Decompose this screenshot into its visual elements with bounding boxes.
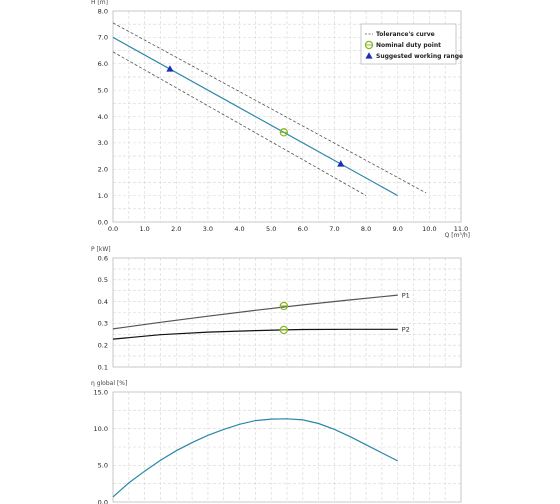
legend-box	[360, 23, 457, 65]
y-tick-label: 5.0	[98, 462, 108, 470]
y-tick-label: 4.0	[98, 113, 108, 121]
series-line-line	[112, 36, 398, 197]
x-tick-label: 2.0	[171, 225, 181, 233]
y-tick-label: 0.0	[98, 498, 108, 504]
plot-frame	[112, 10, 462, 223]
working-range-marker	[166, 65, 174, 72]
x-tick-label: 7.0	[329, 225, 339, 233]
y-axis-label: η global [%]	[91, 380, 127, 387]
plot-frame	[112, 257, 462, 368]
x-tick-label: 10.0	[422, 225, 436, 233]
y-tick-label: 1.0	[98, 192, 108, 200]
series-line-curve	[112, 418, 398, 498]
series-label-p1: P1	[402, 291, 410, 299]
series-line-p1	[112, 294, 398, 330]
y-tick-label: 10.0	[94, 425, 108, 433]
y-tick-label: 2.0	[98, 166, 108, 174]
x-tick-label: 9.0	[393, 225, 403, 233]
y-tick-label: 0.1	[98, 363, 108, 371]
y-tick-label: 0.3	[98, 320, 108, 328]
legend-working-range-swatch	[365, 52, 373, 59]
legend-nominal-label: Nominal duty point	[376, 42, 441, 49]
y-tick-label: 6.0	[98, 60, 108, 68]
y-axis-label: P [kW]	[91, 246, 111, 253]
y-axis-label: H [m]	[91, 0, 108, 6]
chart-1: 0.0 1.0 2.0 3.0 4.0 5.0 6.0 7.0 8.0 0.0 1.0 2.0 3.0 4…	[91, 0, 470, 239]
legend: Tolerance's curve Nominal duty point Sugge…	[360, 23, 463, 65]
y-tick-label: 0.6	[98, 254, 108, 262]
series-line-p2	[112, 328, 398, 340]
y-tick-label: 0.5	[98, 276, 108, 284]
y-tick-label: 3.0	[98, 139, 108, 147]
plot-frame	[112, 391, 462, 503]
chart-3: 0.0 5.0 10.0 15.0η global [%]	[91, 380, 462, 504]
y-tick-label: 0.4	[98, 298, 108, 306]
working-range-marker	[337, 160, 345, 167]
legend-working-range-label: Suggested working range	[376, 53, 463, 60]
series-line-dashed	[112, 22, 427, 194]
y-tick-label: 8.0	[98, 7, 108, 15]
legend-tolerance-label: Tolerance's curve	[376, 31, 435, 38]
x-tick-label: 11.0	[454, 225, 468, 233]
x-tick-label: 6.0	[298, 225, 308, 233]
y-tick-label: 0.0	[98, 218, 108, 226]
y-tick-label: 5.0	[98, 86, 108, 94]
y-tick-label: 15.0	[94, 388, 108, 396]
y-tick-label: 7.0	[98, 34, 108, 42]
chart-2: 0.1 0.2 0.3 0.4 0.5 0.6P [kW] P1 P2	[91, 246, 462, 371]
x-axis-label: Q [m³/h]	[445, 232, 470, 239]
series-line-dashed	[112, 51, 367, 196]
x-tick-label: 5.0	[266, 225, 276, 233]
x-tick-label: 8.0	[361, 225, 371, 233]
series-label-p2: P2	[402, 326, 410, 334]
y-tick-label: 0.2	[98, 342, 108, 350]
x-tick-label: 4.0	[234, 225, 244, 233]
x-tick-label: 3.0	[203, 225, 213, 233]
x-tick-label: 0.0	[108, 225, 118, 233]
x-tick-label: 1.0	[139, 225, 149, 233]
